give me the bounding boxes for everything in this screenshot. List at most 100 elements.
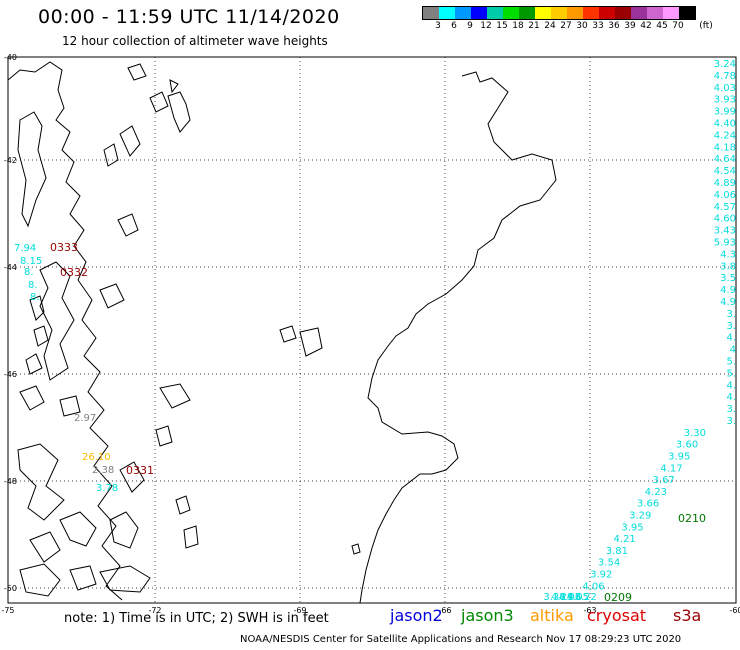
graticule — [8, 57, 736, 603]
color-scale-label: 18 — [512, 21, 524, 31]
swh-value: 4.54 — [714, 166, 736, 177]
latitude-label: -50 — [4, 584, 17, 593]
swh-value: 2.38 — [92, 465, 114, 476]
pass-label: 0333 — [50, 241, 78, 254]
swh-value: 3.81 — [606, 546, 628, 557]
swh-value: 3.95 — [621, 522, 643, 533]
color-swatch — [519, 7, 535, 19]
color-scale — [422, 6, 696, 20]
swh-value: 4. — [726, 392, 736, 403]
swh-value: 4.78 — [714, 71, 736, 82]
longitude-label: -60 — [729, 606, 740, 615]
swh-value: 3. — [726, 309, 736, 320]
color-scale-label: 42 — [640, 21, 652, 31]
color-swatch — [631, 7, 647, 19]
satellite-legend-item: s3a — [673, 606, 702, 625]
swh-value: 4.05 — [567, 592, 589, 603]
swh-value: 3.95 — [668, 452, 690, 463]
color-scale-label: 45 — [656, 21, 668, 31]
footer-note: note: 1) Time is in UTC; 2) SWH is in fe… — [64, 611, 329, 626]
color-scale-label: 36 — [608, 21, 620, 31]
swh-value: 4.9 — [720, 285, 736, 296]
swh-value: 8. — [24, 267, 34, 278]
swh-value: 4.40 — [714, 119, 736, 130]
pass-label: 0331 — [126, 464, 154, 477]
altimeter-tracks: 3.244.784.033.933.994.404.244.184.644.54… — [14, 59, 736, 604]
coastline-chile — [7, 61, 361, 601]
color-swatch — [535, 7, 551, 19]
swh-value: 8.15 — [20, 256, 42, 267]
swh-value: 4 — [730, 345, 736, 356]
swh-value: 5. — [726, 357, 736, 368]
color-scale-label: 30 — [576, 21, 588, 31]
swh-value: 4.9 — [720, 297, 736, 308]
color-scale-label: 33 — [592, 21, 604, 31]
swh-value: 3. — [726, 321, 736, 332]
color-swatch — [503, 7, 519, 19]
color-swatch — [615, 7, 631, 19]
color-swatch — [487, 7, 503, 19]
color-scale-label: 39 — [624, 21, 636, 31]
swh-value: 5.93 — [714, 238, 736, 249]
color-swatch — [551, 7, 567, 19]
color-scale-label: 15 — [496, 21, 508, 31]
latitude-label: -42 — [4, 156, 17, 165]
swh-value: 3.8 — [720, 261, 736, 272]
swh-value: 4.89 — [714, 178, 736, 189]
swh-value: 8. — [28, 280, 38, 291]
swh-value: 3.60 — [676, 440, 698, 451]
swh-value: 3.29 — [629, 511, 651, 522]
longitude-label: -66 — [438, 606, 451, 615]
satellite-legend-item: jason3 — [461, 606, 514, 625]
color-swatch — [439, 7, 455, 19]
pass-label: 0210 — [678, 512, 706, 525]
color-scale-label: 27 — [560, 21, 572, 31]
latitude-label: -46 — [4, 370, 17, 379]
longitude-label: -69 — [293, 606, 306, 615]
swh-value: 4.29 — [551, 592, 573, 603]
map-frame — [7, 56, 737, 604]
swh-value: 3.92 — [590, 570, 612, 581]
swh-value: 4.64 — [714, 154, 736, 165]
swh-value: 3.43 — [714, 226, 736, 237]
color-swatch — [471, 7, 487, 19]
color-swatch — [567, 7, 583, 19]
swh-value: 4.17 — [660, 463, 682, 474]
longitude-label: -63 — [583, 606, 596, 615]
latitude-label: -48 — [4, 477, 17, 486]
swh-value: 4.06 — [559, 592, 581, 603]
swh-value: 4.18 — [714, 142, 736, 153]
longitude-label: -72 — [148, 606, 161, 615]
latitude-label: -40 — [4, 53, 17, 62]
swh-value: 4.06 — [714, 190, 736, 201]
color-swatch — [423, 7, 439, 19]
swh-value: 4.60 — [714, 214, 736, 225]
satellite-legend-item: altika — [530, 606, 574, 625]
swh-value: 4.03 — [714, 83, 736, 94]
color-swatch — [647, 7, 663, 19]
pass-label: 0209 — [604, 591, 632, 604]
credit-line: NOAA/NESDIS Center for Satellite Applica… — [240, 634, 682, 645]
latitude-label: -44 — [4, 263, 17, 272]
color-swatch — [455, 7, 471, 19]
swh-value: 3.54 — [598, 558, 620, 569]
swh-value: 3.66 — [637, 499, 659, 510]
swh-value: 3.22 — [575, 592, 597, 603]
color-swatch — [599, 7, 615, 19]
color-scale-label: 21 — [528, 21, 540, 31]
color-scale-label: 9 — [467, 21, 473, 31]
swh-value: 4.24 — [714, 130, 736, 141]
pass-label: 0332 — [60, 266, 88, 279]
color-scale-label: 12 — [480, 21, 492, 31]
axis-labels: -40 -42 -44 -46 -48 -50 -75 -72 -69 -66 -63 -60 — [1, 53, 740, 615]
longitude-label: -75 — [1, 606, 14, 615]
swh-value: 2.97 — [74, 413, 96, 424]
color-swatch — [583, 7, 599, 19]
swh-value: 5. — [726, 368, 736, 379]
chart-subtitle: 12 hour collection of altimeter wave hei… — [62, 34, 328, 48]
swh-value: 26.10 — [82, 452, 111, 463]
coastline-argentina — [359, 71, 557, 604]
color-scale-label: 70 — [672, 21, 684, 31]
swh-value: 3.78 — [96, 483, 118, 494]
